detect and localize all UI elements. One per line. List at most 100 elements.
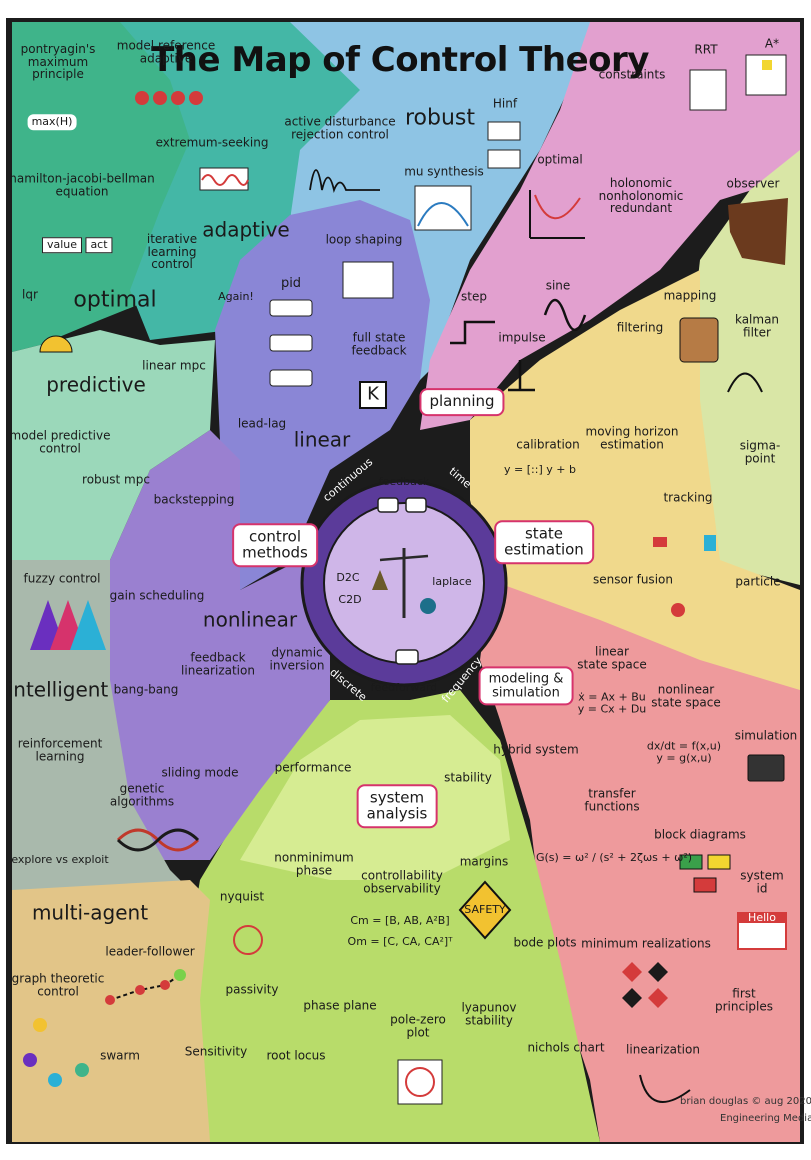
label-ctrl-matrix: Cm = [B, AB, A²B] — [350, 914, 450, 928]
label-nonlinear-ss-eq: dx/dt = f(x,u) y = g(x,u) — [646, 739, 722, 764]
label-full-state: full state feedback — [351, 330, 407, 357]
label-optimal-plan: optimal — [537, 152, 583, 167]
mu-synthesis-icon — [414, 185, 472, 231]
state-estimation-region — [470, 270, 800, 700]
label-adaptive: adaptive — [202, 217, 290, 242]
label-hinf: Hinf — [492, 96, 518, 111]
label-hello: Hello — [748, 911, 776, 925]
label-act: act — [85, 237, 113, 253]
linearization-icon — [639, 1074, 691, 1103]
label-k: K — [367, 383, 379, 405]
label-filtering: filtering — [616, 320, 664, 335]
label-linear-ss: linear state space — [577, 644, 647, 671]
label-max-h: max(H) — [27, 114, 77, 130]
label-transfer: transfer functions — [584, 786, 640, 813]
label-multi-agent: multi-agent — [31, 900, 149, 925]
label-sliding-mode: sliding mode — [161, 765, 239, 780]
label-pontryagin: pontryagin's maximum principle — [20, 42, 96, 82]
label-constraints: constraints — [598, 67, 666, 82]
label-explore: explore vs exploit — [11, 853, 109, 867]
label-adrc: active disturbance rejection control — [284, 114, 396, 141]
label-calibration-eq: y = [::] y + b — [504, 463, 576, 477]
label-robust-mpc: robust mpc — [82, 472, 150, 487]
label-observer: observer — [726, 176, 780, 191]
leader-follower-icon — [109, 974, 181, 1001]
optimal-plan-chart-icon — [529, 190, 585, 239]
label-lqr: lqr — [22, 287, 38, 302]
label-iterative: iterative learning control — [146, 232, 198, 272]
label-modeling: modeling & simulation — [478, 666, 574, 706]
simulation-monitor-icon — [747, 754, 785, 782]
label-value: value — [41, 237, 83, 253]
multi-agent-region — [12, 880, 210, 1142]
block-diagram-icon — [679, 854, 703, 870]
label-swarm: swarm — [100, 1048, 140, 1063]
label-passivity: passivity — [225, 982, 279, 997]
label-sensitivity: Sensitivity — [184, 1044, 248, 1059]
label-bang-bang: bang-bang — [113, 682, 179, 697]
label-block-diagrams: block diagrams — [654, 827, 746, 842]
label-intelligent: intelligent — [7, 677, 109, 702]
planning-region — [420, 22, 800, 430]
map-title: The Map of Control Theory — [151, 40, 649, 80]
safety-sign-icon — [458, 880, 512, 940]
label-mapping: mapping — [663, 288, 717, 303]
model-reference-icon — [135, 91, 149, 105]
step-response-icon — [450, 320, 495, 345]
label-sigma-point: sigma-point — [739, 438, 781, 465]
label-hjb: hamilton-jacobi-bellman equation — [9, 171, 155, 198]
label-root-locus: root locus — [266, 1048, 326, 1063]
label-graph-theoretic: graph theoretic control — [11, 971, 105, 998]
label-dynamic-inversion: dynamic inversion — [269, 645, 325, 672]
label-margins: margins — [459, 854, 509, 869]
extremum-chart-icon — [199, 167, 249, 191]
label-step: step — [461, 289, 487, 304]
label-center-feedback: feedback — [378, 475, 430, 489]
label-lead-lag: lead-lag — [237, 416, 287, 431]
publisher-text: Engineering Media — [720, 1113, 811, 1124]
label-impulse: impulse — [498, 330, 546, 345]
label-planning: planning — [419, 388, 505, 416]
label-feedback-linearization: feedback linearization — [181, 650, 255, 677]
hinf-block-icon — [487, 121, 521, 141]
loop-shaping-icon — [342, 261, 394, 299]
label-linear-ss-eq: ẋ = Ax + Bu y = Cx + Du — [577, 690, 647, 715]
label-min-realizations: minimum realizations — [581, 936, 711, 951]
label-obs-matrix: Om = [C, CA, CA²]ᵀ — [347, 935, 453, 949]
kalman-bell-icon — [727, 372, 763, 393]
label-tracking: tracking — [663, 490, 713, 505]
label-bode: bode plots — [513, 935, 577, 950]
label-rrt: RRT — [694, 42, 718, 57]
label-performance: performance — [274, 760, 352, 775]
feedback-block-right — [405, 497, 427, 513]
label-tf-eq: G(s) = ω² / (s² + 2ζωs + ω²) — [535, 851, 693, 865]
label-robust: robust — [404, 105, 476, 131]
label-gain-scheduling: gain scheduling — [109, 588, 205, 603]
label-again: Again! — [218, 290, 254, 304]
label-system-id: system id — [740, 868, 784, 895]
impulse-icon — [508, 360, 535, 392]
label-pid: pid — [280, 276, 302, 292]
label-backstepping: backstepping — [153, 492, 235, 507]
label-holonomic: holonomic nonholonomic redundant — [598, 176, 684, 216]
label-nichols: nichols chart — [527, 1040, 605, 1055]
rrt-icon — [689, 69, 727, 111]
graph-node-icon — [33, 1018, 47, 1032]
label-state-estimation: state estimation — [494, 520, 594, 564]
observer-icon — [728, 198, 788, 265]
label-mu-synthesis: mu synthesis — [404, 164, 484, 179]
label-optimal: optimal — [73, 287, 157, 313]
label-lyapunov: lyapunov stability — [461, 1000, 517, 1027]
label-nonminimum: nonminimum phase — [274, 850, 354, 877]
label-hybrid: hybrid system — [493, 742, 579, 757]
label-nyquist: nyquist — [219, 889, 265, 904]
tracking-icon — [653, 537, 667, 547]
card-suits-icon — [622, 962, 642, 982]
label-center-laplace: laplace — [432, 575, 472, 589]
label-simulation: simulation — [734, 728, 798, 743]
label-linear: linear — [293, 427, 351, 452]
sensor-fusion-icon — [671, 603, 685, 617]
label-phase-plane: phase plane — [303, 998, 377, 1013]
label-predictive: predictive — [46, 372, 146, 397]
